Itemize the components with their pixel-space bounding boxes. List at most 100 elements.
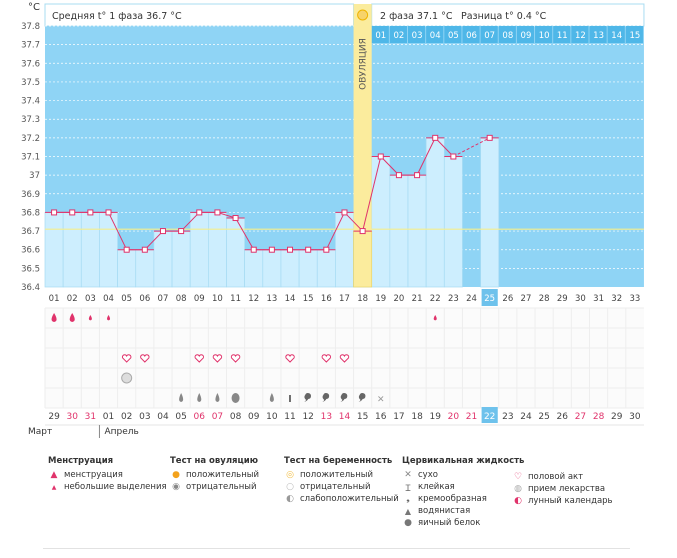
cycle-day-label: 22 (430, 294, 441, 304)
legend-label: небольшие выделения (64, 482, 167, 492)
temperature-point (250, 246, 257, 253)
y-tick-label: 36.8 (21, 208, 40, 218)
temperature-bar (407, 174, 427, 288)
today-highlight (481, 407, 498, 423)
temperature-point (414, 172, 421, 179)
legend-title: Цервикальная жидкость (402, 456, 525, 466)
legend-label: половой акт (528, 472, 584, 482)
calendar-date: 30 (66, 412, 78, 422)
cycle-day-label: 01 (49, 294, 60, 304)
phase2-day-cell (480, 26, 498, 43)
legend-label: сухо (418, 470, 438, 480)
watery-icon (269, 393, 274, 402)
phase2-day-cell (607, 26, 625, 43)
phase2-day-cell (389, 26, 407, 43)
weak-positive-test-icon: ◐ (286, 494, 294, 504)
temperature-bar (171, 230, 191, 288)
pill-icon: ◍ (514, 484, 522, 494)
heart-icon (121, 354, 132, 363)
temperature-point (486, 134, 493, 141)
temperature-line (416, 137, 436, 176)
temperature-bar (280, 249, 300, 288)
temperature-point (87, 209, 94, 216)
phase2-day-cell (498, 26, 516, 43)
cycle-day-label: 24 (466, 294, 477, 304)
phase1-average: Средняя t° 1 фаза 36.7 °C (52, 11, 182, 22)
calendar-date: 12 (302, 412, 313, 422)
phase2-day-label: 14 (611, 31, 622, 41)
calendar-date: 04 (157, 412, 169, 422)
cycle-day-label: 17 (339, 294, 350, 304)
temperature-point (359, 228, 366, 235)
calendar-date: 11 (284, 412, 295, 422)
temperature-point (196, 209, 203, 216)
cycle-day-label: 07 (158, 294, 169, 304)
calendar-date: 08 (230, 412, 242, 422)
temperature-bar (189, 212, 209, 288)
watery-icon (197, 393, 202, 402)
temperature-line (108, 212, 128, 250)
calendar-date: 06 (194, 412, 206, 422)
calendar-date: 24 (520, 412, 532, 422)
watery-icon: ▲ (404, 506, 412, 516)
y-tick-label: 37.4 (21, 97, 40, 107)
legend-label: яичный белок (418, 518, 481, 528)
phase2-day-cell (371, 26, 389, 43)
y-tick-label: 37.3 (21, 115, 40, 125)
cycle-day-label: 20 (394, 294, 405, 304)
temperature-bar (244, 249, 264, 288)
legend-label: прием лекарства (528, 484, 606, 494)
phase2-average: 2 фаза 37.1 °C (380, 11, 453, 22)
ovulation-label: ОВУЛЯЦИЯ (359, 38, 369, 90)
temperature-bar (425, 137, 445, 288)
cycle-day-label: 04 (103, 294, 114, 304)
egg-white-icon: ● (404, 518, 412, 528)
cycle-day-label: 08 (176, 294, 187, 304)
temperature-point (105, 209, 112, 216)
temperature-point (287, 246, 294, 253)
pill-icon (121, 372, 133, 384)
temperature-point (450, 153, 457, 160)
calendar-date: 09 (248, 412, 260, 422)
calendar-date: 26 (557, 412, 569, 422)
phase2-day-label: 08 (502, 31, 513, 41)
y-tick-label: 36.4 (21, 283, 40, 293)
sticky-icon: I (288, 394, 292, 405)
phase2-day-label: 15 (629, 31, 640, 41)
y-tick-label: 37 (29, 171, 40, 181)
egg-white-icon (231, 393, 240, 403)
cycle-day-label: 18 (357, 294, 368, 304)
temperature-point (432, 134, 439, 141)
legend-title: Тест на беременность (284, 456, 393, 466)
temperature-point (323, 246, 330, 253)
phase2-day-cell (625, 26, 643, 43)
negative-test-icon: ◉ (172, 482, 180, 492)
drop-small-icon: ▲ (51, 483, 57, 491)
temperature-bar (443, 156, 463, 288)
temperature-line (180, 212, 200, 232)
legend-label: клейкая (418, 482, 455, 492)
temperature-bar (80, 212, 100, 288)
legend-label: отрицательный (186, 482, 257, 492)
cycle-day-label: 16 (321, 294, 332, 304)
negative-test-icon: ○ (286, 482, 294, 492)
temperature-point (214, 209, 221, 216)
drop-small-icon (88, 315, 92, 321)
legend-label: водянистая (418, 506, 471, 516)
cycle-day-label: 09 (194, 294, 205, 304)
y-tick-label: 36.5 (21, 264, 40, 274)
cycle-day-label: 14 (285, 294, 296, 304)
dry-icon: ✕ (377, 395, 385, 405)
temperature-bar (480, 137, 500, 288)
divider (43, 548, 630, 549)
y-tick-label: 37.2 (21, 134, 40, 144)
cycle-day-label: 19 (375, 294, 386, 304)
drop-big-icon: ▲ (50, 470, 58, 480)
temperature-line (380, 156, 400, 176)
temperature-bar (389, 174, 409, 288)
sticky-icon: Ɪ (405, 483, 411, 494)
temperature-bar (44, 212, 64, 288)
calendar-date: 16 (375, 412, 387, 422)
calendar-date: 28 (593, 412, 605, 422)
